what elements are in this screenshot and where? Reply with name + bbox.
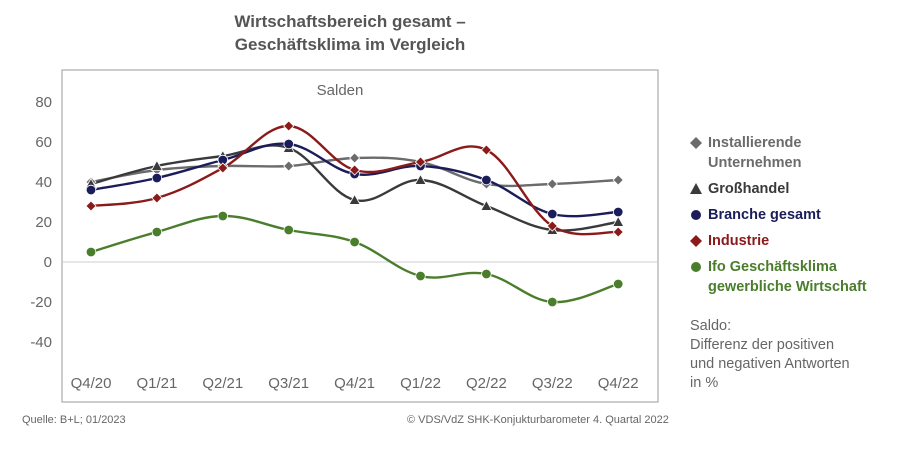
legend-marker [691, 210, 701, 220]
note-line-3: und negativen Antworten [690, 356, 850, 372]
note-line-4: in % [690, 375, 719, 391]
y-tick-label: 20 [35, 214, 52, 231]
data-point [85, 184, 97, 196]
legend-label: Branche gesamt [708, 207, 821, 223]
copyright-note: © VDS/VdZ SHK-Konjukturbarometer 4. Quar… [407, 414, 669, 426]
data-point [546, 220, 558, 232]
data-point [613, 278, 624, 290]
x-tick-label: Q2/21 [202, 375, 243, 392]
y-tick-label: -40 [30, 334, 52, 351]
legend-label: Ifo Geschäftsklima [708, 259, 837, 275]
data-point [349, 164, 361, 176]
legend-item: Großhandel [690, 179, 895, 199]
data-point [85, 246, 97, 258]
data-point [283, 138, 294, 150]
data-point [415, 270, 426, 282]
data-point [151, 172, 163, 184]
data-point [283, 224, 294, 236]
data-point [546, 178, 558, 190]
data-point [612, 226, 624, 238]
legend-item: Installierende Unternehmen [690, 133, 895, 173]
legend-item: Industrie [690, 231, 895, 251]
data-point [480, 199, 493, 211]
x-tick-label: Q1/22 [400, 375, 441, 392]
legend: Installierende Unternehmen Großhandel Branc… [690, 133, 895, 303]
y-tick-label: 60 [35, 134, 52, 151]
data-point [612, 174, 624, 186]
series-line [90, 214, 619, 304]
legend-label: Industrie [708, 233, 770, 249]
note-line-1: Saldo: [690, 318, 732, 334]
legend-marker [690, 235, 702, 247]
data-point [349, 236, 360, 248]
x-tick-label: Q3/21 [268, 375, 309, 392]
x-tick-label: Q4/22 [598, 375, 639, 392]
legend-label: Installierende [708, 135, 802, 151]
x-tick-label: Q1/21 [136, 375, 177, 392]
y-tick-label: 0 [44, 254, 52, 271]
chart-subtitle: Salden [317, 82, 364, 99]
data-point [150, 159, 164, 171]
data-point [547, 296, 558, 308]
legend-item: Branche gesamt [690, 205, 895, 225]
y-tick-label: -20 [30, 294, 52, 311]
data-point [349, 152, 361, 164]
legend-label: Unternehmen [708, 155, 802, 171]
legend-label: Großhandel [708, 181, 790, 197]
data-point [612, 215, 625, 227]
data-point [481, 268, 492, 280]
data-point [348, 193, 361, 205]
data-point [217, 162, 229, 174]
data-point [414, 173, 427, 185]
y-tick-label: 80 [35, 94, 52, 111]
legend-marker [691, 262, 701, 272]
data-point [547, 208, 558, 220]
data-point [151, 226, 163, 238]
note-line-2: Differenz der positiven [690, 337, 835, 353]
legend-label: gewerbliche Wirtschaft [708, 279, 867, 295]
data-point [480, 144, 492, 156]
data-point [283, 120, 295, 132]
data-point [613, 206, 624, 218]
data-point [283, 160, 295, 172]
data-point [217, 210, 229, 222]
chart-title-line-2: Geschäftsklima im Vergleich [234, 35, 466, 54]
y-tick-label: 40 [35, 174, 52, 191]
series-line [90, 124, 619, 236]
source-note: Quelle: B+L; 01/2023 [22, 414, 126, 426]
x-tick-label: Q3/22 [532, 375, 573, 392]
data-point [85, 200, 97, 212]
x-tick-label: Q4/21 [334, 375, 375, 392]
legend-marker [690, 137, 702, 149]
data-point [481, 174, 492, 186]
x-tick-label: Q2/22 [466, 375, 507, 392]
data-point [414, 156, 427, 168]
chart-title-line-1: Wirtschaftsbereich gesamt – [234, 12, 466, 31]
plot-frame [61, 69, 659, 403]
legend-item: Ifo Geschäftsklima gewerbliche Wirtschaft [690, 257, 895, 297]
saldo-note: Saldo: Differenz der positiven und negat… [690, 317, 895, 393]
legend-marker [690, 183, 702, 194]
data-point [151, 192, 163, 204]
chart-title: Wirtschaftsbereich gesamt – Geschäftskli… [150, 10, 550, 56]
x-tick-label: Q4/20 [71, 375, 112, 392]
